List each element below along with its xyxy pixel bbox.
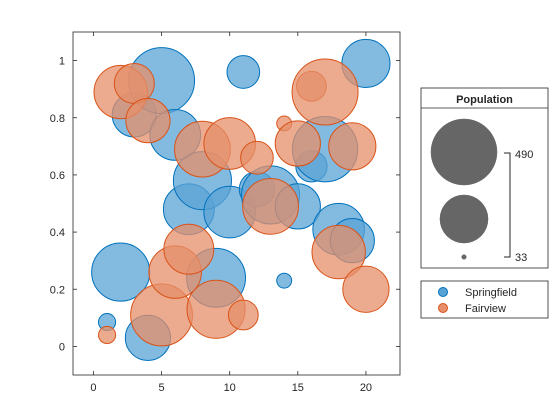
bubble-fairview-14: [274, 120, 321, 167]
size-legend-bracket: [504, 152, 511, 258]
y-tick-label: 0.6: [50, 170, 65, 182]
bubble-fairview-2: [113, 62, 155, 104]
y-tick-label: 0.8: [50, 113, 65, 125]
legend-marker-fairview: [438, 303, 448, 313]
y-tick-label: 0.2: [50, 284, 65, 296]
bubble-fairview-0: [97, 325, 117, 345]
bubble-springfield-10: [226, 55, 261, 89]
legend-label-fairview: Fairview: [465, 303, 506, 315]
bubble-fairview-19: [342, 265, 390, 313]
bubble-fairview-11: [240, 140, 274, 175]
size-legend-title: Population: [456, 94, 513, 106]
bubble-fairview-18: [328, 122, 377, 171]
x-tick-label: 10: [224, 382, 236, 394]
bubble-fairview-3: [125, 97, 171, 144]
bubble-fairview-12: [242, 177, 299, 235]
x-tick-label: 15: [292, 382, 304, 394]
bubble-fairview-16: [291, 58, 359, 126]
y-tick-label: 0: [59, 341, 65, 353]
legend-marker-springfield: [438, 287, 448, 297]
bubble-springfield-13: [276, 272, 293, 289]
bubble-fairview-10: [227, 299, 259, 331]
legend-label-springfield: Springfield: [465, 287, 517, 299]
plot-frame: [72, 31, 401, 376]
x-tick-label: 20: [360, 382, 372, 394]
bubble-fairview-17: [311, 224, 366, 280]
x-tick-label: 5: [159, 382, 165, 394]
bubble-fairview-6: [163, 223, 215, 275]
size-legend-max-label: 490: [515, 149, 533, 161]
size-marker-max: [430, 118, 498, 186]
series-legend: Springfield Fairview: [420, 280, 549, 319]
x-tick-label: 0: [90, 382, 96, 394]
bubbles-layer: [91, 38, 391, 361]
y-tick-label: 0.4: [50, 227, 65, 239]
size-legend-min-label: 33: [515, 252, 527, 264]
size-marker-mid: [439, 194, 489, 244]
size-legend-markers: [430, 118, 498, 260]
size-legend: Population 490 33: [420, 87, 549, 269]
size-marker-min: [461, 254, 467, 260]
y-tick-label: 1: [59, 56, 65, 68]
axis-ticks: 0 5 10 15 20 0 0.2 0.4 0.6 0.8 1: [50, 32, 400, 394]
